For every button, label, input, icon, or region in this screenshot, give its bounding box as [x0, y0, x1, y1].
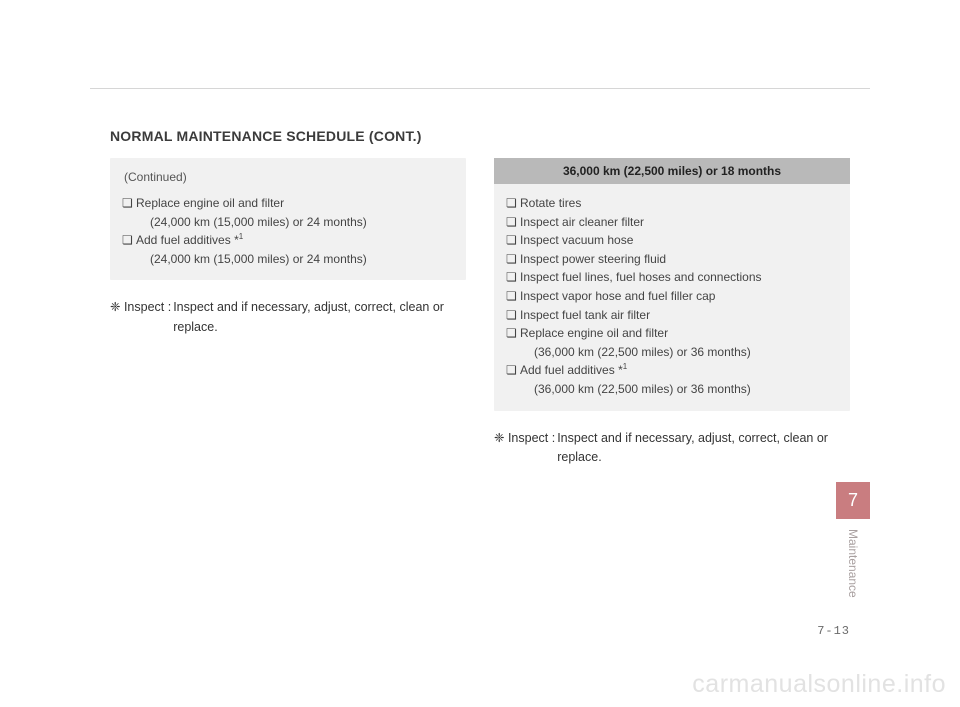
left-column: (Continued) ❏Replace engine oil and filt…	[110, 158, 466, 467]
note-body: Inspect and if necessary, adjust, correc…	[555, 429, 850, 468]
right-box-title: 36,000 km (22,500 miles) or 18 months	[494, 158, 850, 184]
bullet-icon: ❏	[506, 268, 520, 287]
chapter-number: 7	[836, 482, 870, 519]
item-text: Inspect vapor hose and fuel filler cap	[520, 287, 838, 306]
item-text: Inspect vacuum hose	[520, 231, 838, 250]
bullet-icon: ❏	[506, 231, 520, 250]
bullet-icon: ❏	[506, 287, 520, 306]
right-column: 36,000 km (22,500 miles) or 18 months ❏R…	[494, 158, 850, 467]
list-item: ❏Inspect vapor hose and fuel filler cap	[506, 287, 838, 306]
list-item: ❏Replace engine oil and filter(36,000 km…	[506, 324, 838, 361]
bullet-icon: ❏	[506, 324, 520, 343]
left-inspect-note: ❈ Inspect : Inspect and if necessary, ad…	[110, 298, 466, 337]
note-lead: ❈ Inspect :	[110, 298, 171, 337]
list-item: ❏Rotate tires	[506, 194, 838, 213]
footnote-sup: 1	[239, 232, 243, 241]
item-text: Inspect fuel tank air filter	[520, 306, 838, 325]
item-text: Replace engine oil and filter(36,000 km …	[520, 324, 838, 361]
page: NORMAL MAINTENANCE SCHEDULE (CONT.) (Con…	[0, 0, 960, 707]
item-subtext: (36,000 km (22,500 miles) or 36 months)	[520, 380, 838, 399]
item-text: Rotate tires	[520, 194, 838, 213]
footnote-sup: 1	[623, 362, 627, 371]
bullet-icon: ❏	[506, 361, 520, 380]
list-item: ❏Inspect power steering fluid	[506, 250, 838, 269]
list-item: ❏Add fuel additives *1(24,000 km (15,000…	[122, 231, 454, 268]
item-subtext: (36,000 km (22,500 miles) or 36 months)	[520, 343, 838, 362]
item-text: Inspect power steering fluid	[520, 250, 838, 269]
chapter-tab: 7 Maintenance	[836, 482, 870, 598]
chapter-label: Maintenance	[846, 519, 860, 598]
item-subtext: (24,000 km (15,000 miles) or 24 months)	[136, 250, 454, 269]
item-text: Add fuel additives *1(36,000 km (22,500 …	[520, 361, 838, 398]
bullet-icon: ❏	[506, 194, 520, 213]
left-box: (Continued) ❏Replace engine oil and filt…	[110, 158, 466, 280]
list-item: ❏Inspect fuel tank air filter	[506, 306, 838, 325]
item-text: Inspect air cleaner filter	[520, 213, 838, 232]
bullet-icon: ❏	[506, 306, 520, 325]
bullet-icon: ❏	[122, 231, 136, 250]
list-item: ❏Inspect fuel lines, fuel hoses and conn…	[506, 268, 838, 287]
item-subtext: (24,000 km (15,000 miles) or 24 months)	[136, 213, 454, 232]
page-number: 7-13	[817, 624, 850, 638]
watermark: carmanualsonline.info	[692, 670, 946, 699]
bullet-icon: ❏	[506, 213, 520, 232]
note-body: Inspect and if necessary, adjust, correc…	[171, 298, 466, 337]
bullet-icon: ❏	[122, 194, 136, 213]
list-item: ❏Add fuel additives *1(36,000 km (22,500…	[506, 361, 838, 398]
item-text: Inspect fuel lines, fuel hoses and conne…	[520, 268, 838, 287]
right-box: 36,000 km (22,500 miles) or 18 months ❏R…	[494, 158, 850, 411]
columns: (Continued) ❏Replace engine oil and filt…	[110, 158, 850, 467]
list-item: ❏Inspect air cleaner filter	[506, 213, 838, 232]
list-item: ❏Replace engine oil and filter(24,000 km…	[122, 194, 454, 231]
list-item: ❏Inspect vacuum hose	[506, 231, 838, 250]
bullet-icon: ❏	[506, 250, 520, 269]
note-lead: ❈ Inspect :	[494, 429, 555, 468]
content-area: NORMAL MAINTENANCE SCHEDULE (CONT.) (Con…	[110, 128, 850, 467]
right-inspect-note: ❈ Inspect : Inspect and if necessary, ad…	[494, 429, 850, 468]
top-rule	[90, 88, 870, 89]
item-text: Add fuel additives *1(24,000 km (15,000 …	[136, 231, 454, 268]
section-heading: NORMAL MAINTENANCE SCHEDULE (CONT.)	[110, 128, 850, 144]
item-text: Replace engine oil and filter(24,000 km …	[136, 194, 454, 231]
continued-label: (Continued)	[122, 168, 454, 194]
